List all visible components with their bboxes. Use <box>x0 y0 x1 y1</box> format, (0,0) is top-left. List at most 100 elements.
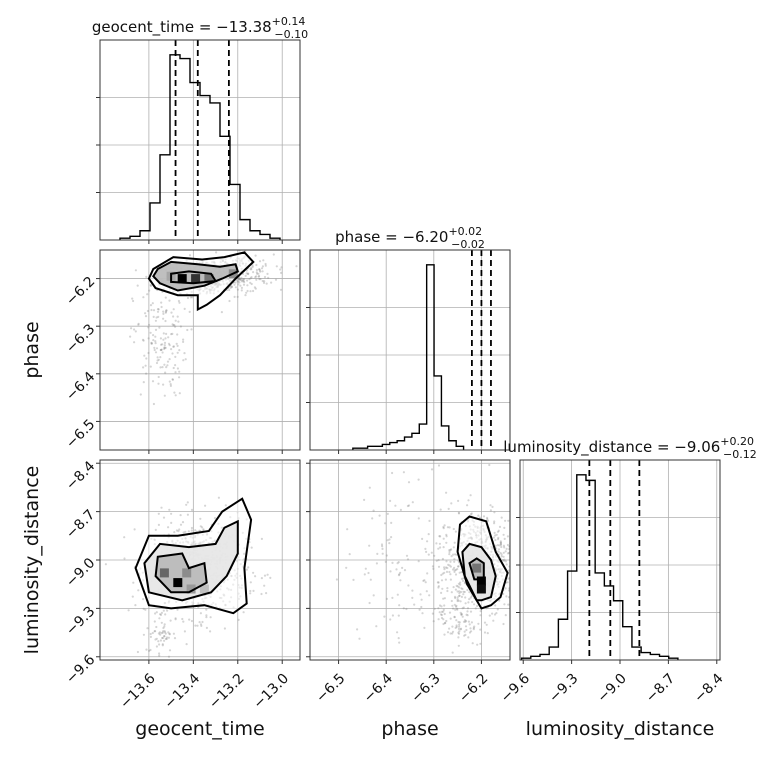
sample-point <box>167 655 171 658</box>
sample-point <box>171 332 174 335</box>
sample-point <box>263 574 267 577</box>
sample-point <box>162 312 165 315</box>
sample-point <box>123 557 126 560</box>
sample-point <box>178 349 181 352</box>
density-cell <box>173 578 183 588</box>
sample-point <box>372 509 375 512</box>
sample-point <box>459 581 462 584</box>
sample-point <box>437 559 440 562</box>
sample-point <box>163 394 166 397</box>
sample-point <box>492 536 495 539</box>
sample-point <box>458 594 461 597</box>
sample-point <box>478 516 482 519</box>
sample-point <box>442 537 445 540</box>
sample-point <box>455 625 458 629</box>
sample-point <box>162 626 165 630</box>
sample-point <box>168 358 171 361</box>
sample-point <box>394 504 397 507</box>
sample-point <box>384 560 387 564</box>
sample-point <box>427 533 430 536</box>
sample-point <box>402 607 405 610</box>
sample-point <box>504 519 507 522</box>
sample-point <box>364 567 367 570</box>
sample-point <box>171 378 174 381</box>
sample-point <box>454 573 458 576</box>
sample-point <box>460 587 463 590</box>
sample-point <box>411 596 414 600</box>
sample-point <box>144 608 147 611</box>
sample-point <box>250 282 253 286</box>
sample-point <box>445 491 448 494</box>
sample-point <box>457 565 460 568</box>
histogram-step <box>352 264 465 450</box>
sample-point <box>443 571 446 574</box>
sample-point <box>453 603 456 606</box>
sample-point <box>167 526 170 529</box>
sample-point <box>147 326 150 329</box>
sample-point <box>505 563 508 566</box>
sample-point <box>240 279 243 282</box>
sample-point <box>458 571 461 574</box>
density-cell <box>204 274 214 284</box>
sample-point <box>449 573 452 576</box>
sample-point <box>161 343 164 346</box>
sample-point <box>258 268 261 271</box>
sample-point <box>255 278 258 281</box>
sample-point <box>438 535 441 538</box>
sample-point <box>263 280 266 283</box>
sample-point <box>249 281 252 284</box>
x-tick-label: −13.6 <box>117 671 159 713</box>
sample-point <box>264 264 267 267</box>
sample-point <box>390 536 393 539</box>
sample-point <box>168 380 171 383</box>
title-text: luminosity_distance = −9.06 <box>503 438 720 457</box>
sample-point <box>160 621 163 624</box>
panel-title: geocent_time = −13.38+0.14 −0.10 <box>92 15 308 41</box>
sample-point <box>517 547 519 549</box>
sample-point <box>220 311 223 314</box>
sample-point <box>163 639 166 642</box>
sample-point <box>451 630 455 633</box>
sample-point <box>183 307 186 310</box>
sample-point <box>239 284 242 287</box>
sample-point <box>280 266 283 269</box>
y-tick-label: −6.2 <box>63 274 98 309</box>
sample-point <box>164 613 167 616</box>
sample-point <box>386 512 389 516</box>
sample-point <box>450 502 453 505</box>
sample-point <box>470 512 473 515</box>
sample-point <box>497 529 500 532</box>
sample-point <box>238 276 241 279</box>
sample-point <box>431 565 434 568</box>
sample-point <box>454 608 457 611</box>
sample-point <box>159 356 162 359</box>
title-plus: +0.14 <box>272 15 306 28</box>
sample-point <box>469 627 472 630</box>
sample-point <box>437 581 440 584</box>
scatter-panel-geocent_time-phase <box>96 249 301 454</box>
sample-point <box>166 364 169 367</box>
sample-point <box>426 540 429 543</box>
sample-point <box>432 567 435 571</box>
sample-point <box>173 391 176 394</box>
sample-point <box>279 288 283 291</box>
sample-point <box>417 560 420 563</box>
sample-point <box>486 632 489 635</box>
sample-point <box>442 608 445 612</box>
sample-point <box>506 535 509 538</box>
sample-point <box>476 604 479 608</box>
sample-point <box>163 630 166 633</box>
sample-point <box>260 592 263 596</box>
sample-point <box>454 605 458 608</box>
sample-point <box>493 511 496 514</box>
sample-point <box>139 393 142 396</box>
density-cell <box>476 576 486 586</box>
contour-line <box>134 497 253 615</box>
sample-point <box>460 577 464 581</box>
sample-point <box>419 593 422 596</box>
sample-point <box>181 521 185 524</box>
sample-point <box>479 642 482 645</box>
sample-point <box>456 596 459 599</box>
sample-point <box>154 335 157 338</box>
sample-point <box>441 587 444 590</box>
